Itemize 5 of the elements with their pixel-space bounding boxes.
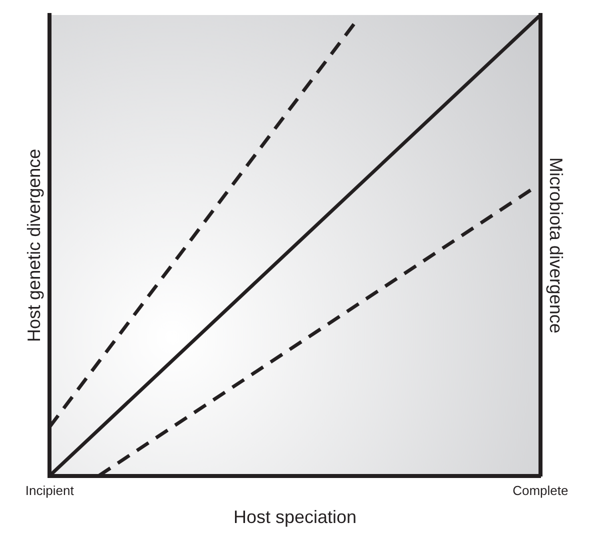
y2-axis-title: Microbiota divergence [546,157,566,334]
x-axis-title: Host speciation [233,507,357,528]
y-axis-title: Host genetic divergence [24,148,44,342]
x-tick-label: Incipient [25,483,74,498]
x-tick-label: Complete [512,483,568,498]
